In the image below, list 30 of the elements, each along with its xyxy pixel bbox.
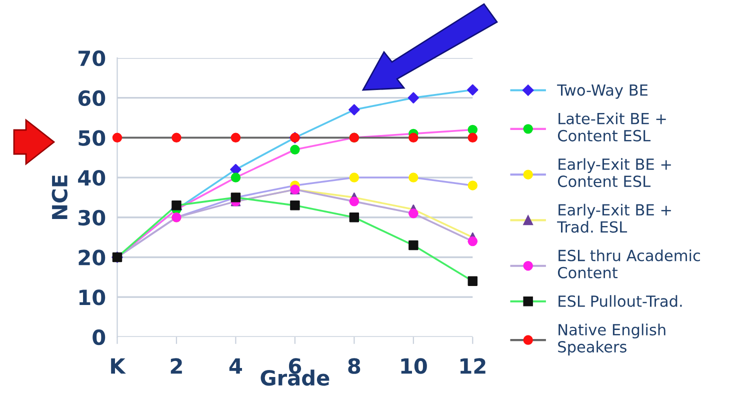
y-tick-label: 40: [78, 170, 106, 186]
y-axis-title: NCE: [52, 176, 68, 220]
legend-label: Early-Exit BE + Content ESL: [558, 158, 671, 188]
x-tick-label: 10: [401, 358, 427, 374]
y-tick-label: 20: [78, 250, 106, 266]
legend-label: Late-Exit BE + Content ESL: [558, 112, 666, 142]
x-tick-label: 4: [229, 358, 242, 374]
legend-label: Native English Speakers: [558, 324, 666, 356]
point: [290, 200, 300, 210]
x-tick-label: K: [111, 358, 126, 374]
y-tick-label: 60: [78, 90, 106, 106]
point: [349, 212, 360, 222]
legend-label: ESL thru Academic Content: [558, 249, 700, 278]
point: [408, 240, 418, 250]
point: [467, 84, 478, 96]
y-tick-label: 10: [79, 290, 106, 306]
y-tick-label: 30: [78, 210, 106, 226]
legend-label: ESL Pullout-Trad.: [558, 295, 682, 307]
x-tick-label: 12: [460, 358, 486, 374]
legend-label: Two-Way BE: [557, 84, 648, 99]
y-tick-label: 50: [78, 130, 106, 146]
y-tick-label: 0: [92, 329, 106, 346]
legend-label: Early-Exit BE + Trad. ESL: [557, 204, 671, 233]
x-tick-label: 8: [348, 358, 360, 374]
point: [408, 92, 420, 104]
point: [348, 104, 360, 116]
point: [468, 276, 478, 286]
y-tick-label: 70: [78, 50, 106, 66]
point: [172, 200, 182, 210]
x-tick-label: 2: [170, 358, 182, 374]
